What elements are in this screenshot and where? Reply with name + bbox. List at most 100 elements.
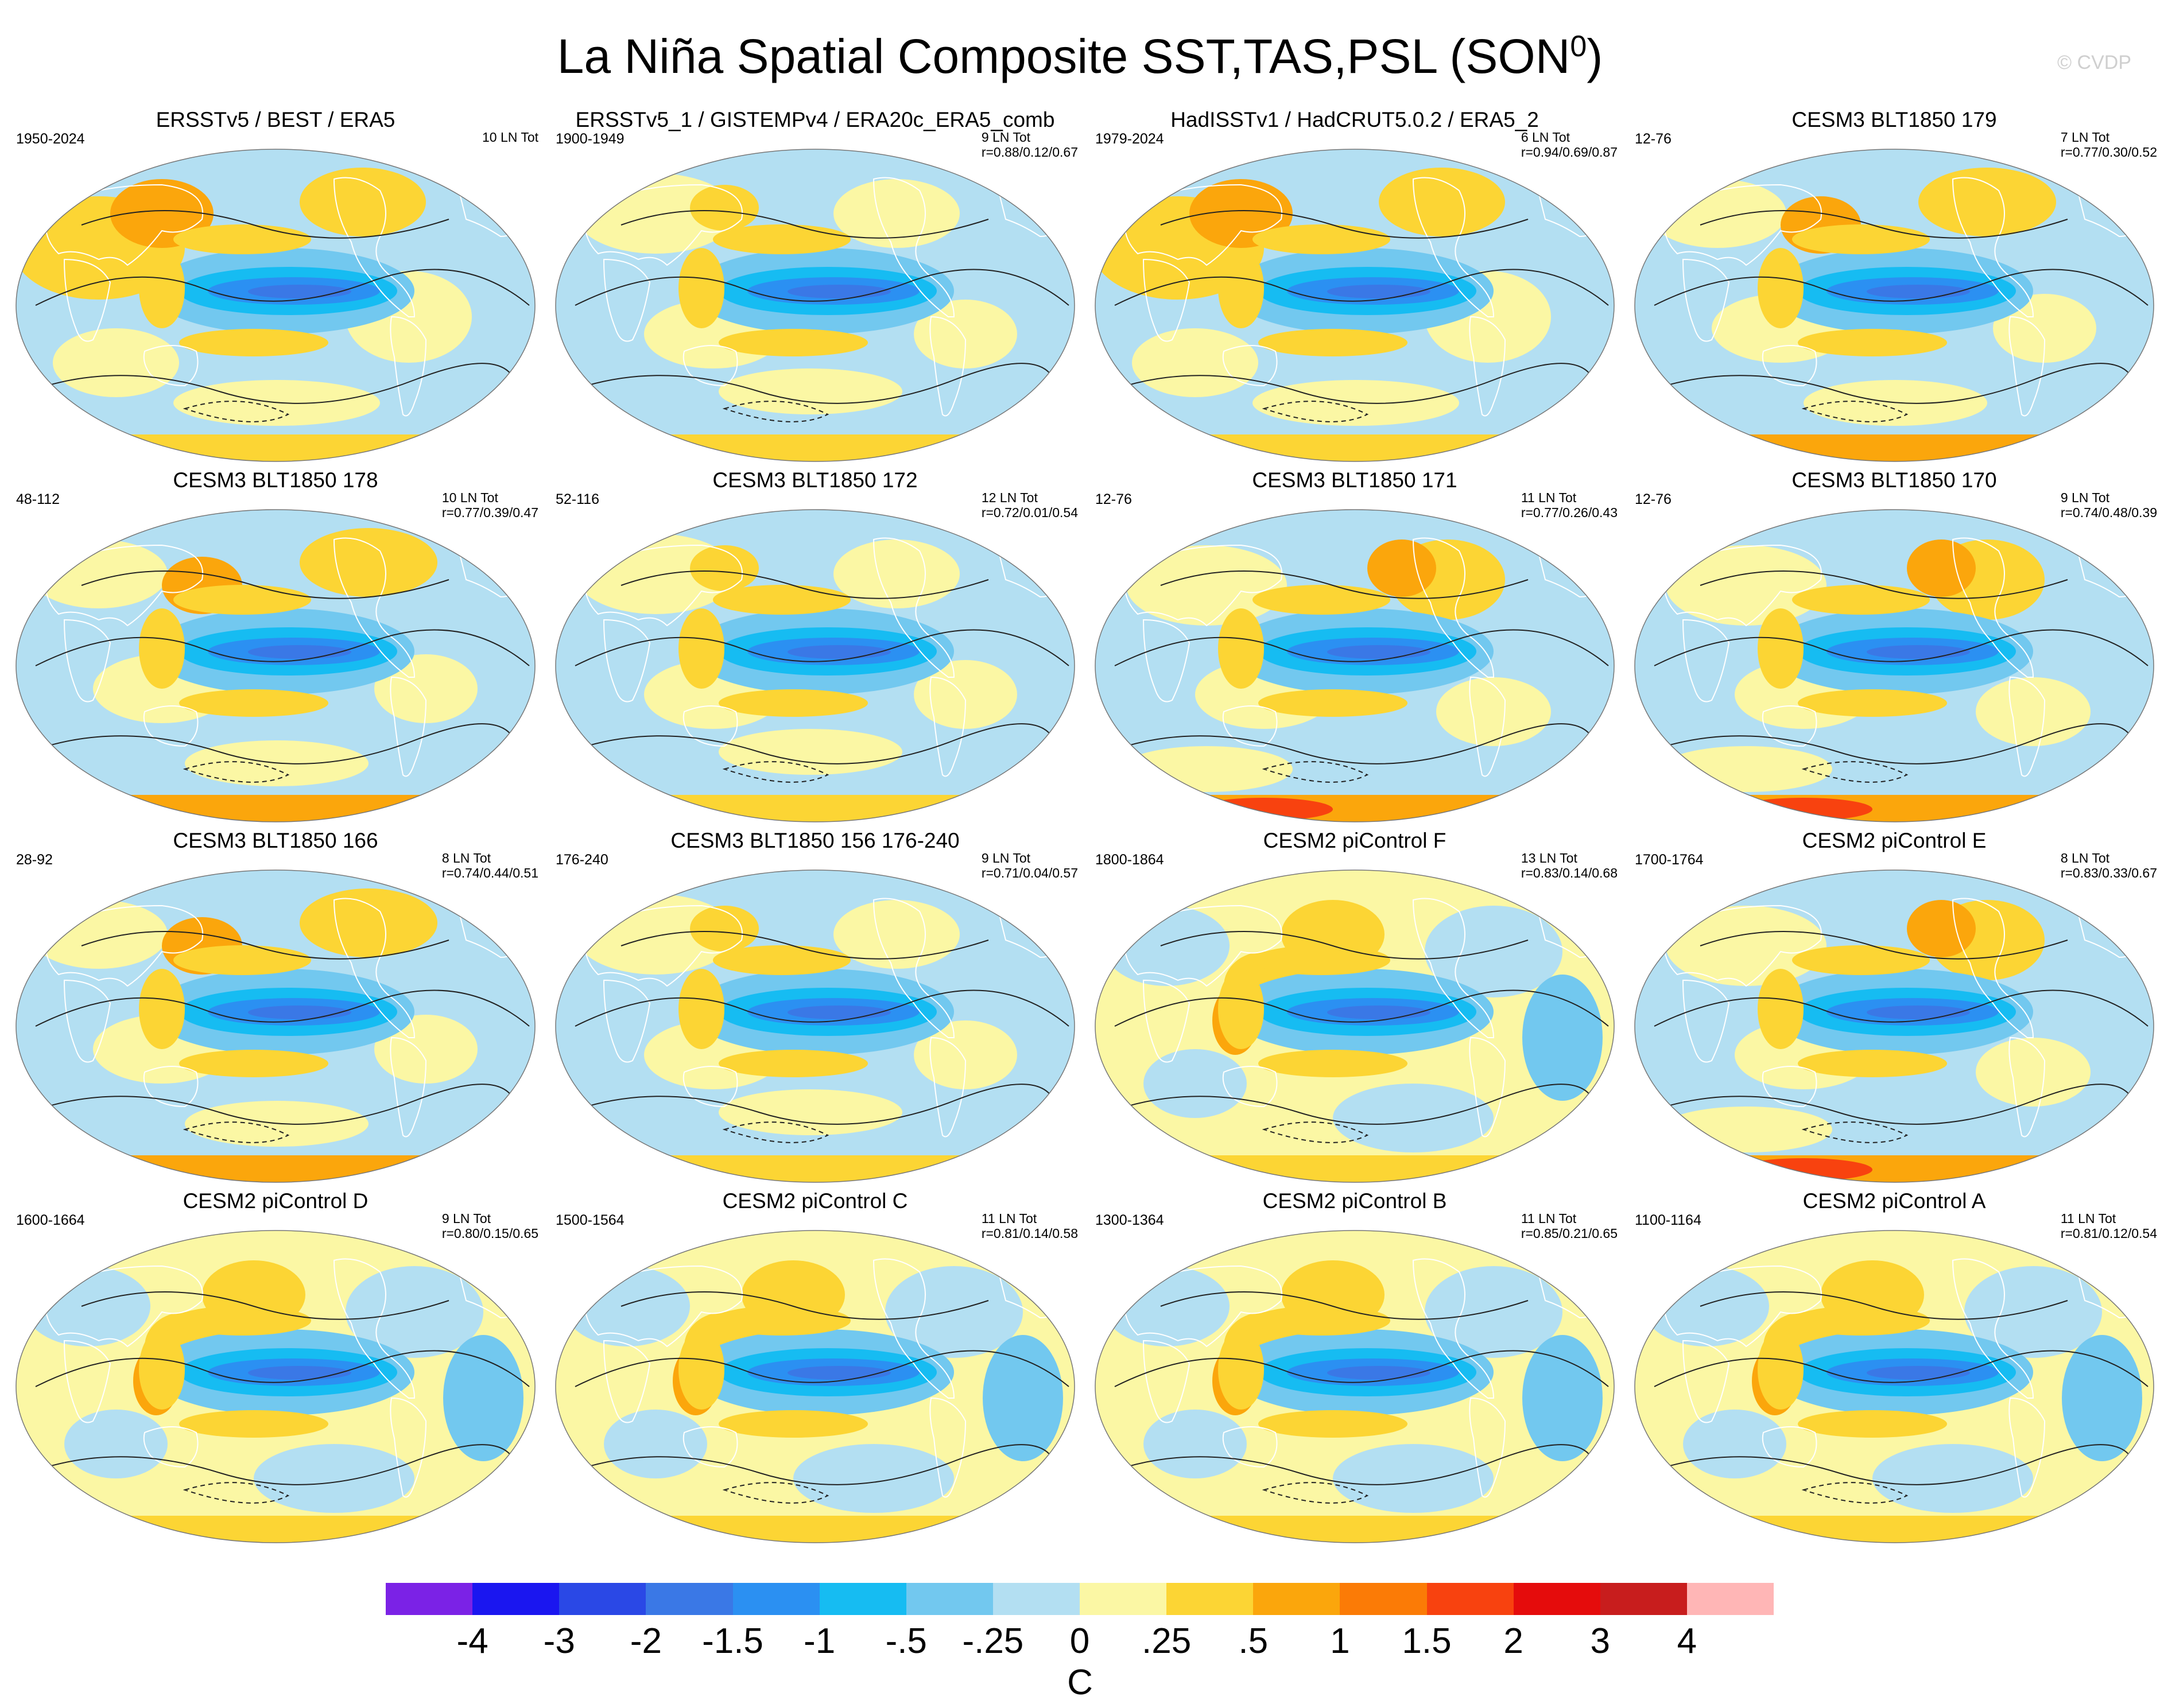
panel-event-count: 7 LN Tot	[2060, 130, 2110, 145]
panel-years: 1300-1364	[1095, 1212, 1164, 1228]
panel-stats: 9 LN Tot r=0.80/0.15/0.65	[442, 1211, 538, 1241]
panel-correlation: r=0.94/0.69/0.87	[1521, 145, 1618, 160]
map-field	[16, 1230, 535, 1543]
map-panel: CESM2 piControl E 1700-1764 8 LN Tot r=0.83…	[1624, 828, 2160, 1188]
map-area	[1092, 865, 1618, 1187]
color-bar-swatch	[1080, 1583, 1167, 1615]
panel-years: 52-116	[556, 491, 599, 507]
panel-title: CESM2 piControl A	[1802, 1189, 1986, 1213]
panel-title: ERSSTv5_1 / GISTEMPv4 / ERA20c_ERA5_comb	[575, 108, 1055, 131]
map-field	[16, 870, 535, 1182]
color-bar-swatch	[646, 1583, 733, 1615]
panel-years: 1950-2024	[16, 131, 85, 147]
panel-event-count: 10 LN Tot	[441, 490, 498, 505]
panel-stats: 11 LN Tot r=0.85/0.21/0.65	[1521, 1211, 1618, 1241]
map-area	[1092, 145, 1618, 466]
map-plot	[15, 1230, 536, 1543]
color-bar-tick-label: -4	[456, 1621, 488, 1661]
map-area	[1631, 505, 2157, 826]
map-area	[552, 1226, 1078, 1547]
panel-years: 12-76	[1635, 491, 1672, 507]
map-plot	[1095, 1230, 1615, 1543]
color-bar-swatch	[386, 1583, 473, 1615]
map-panel: CESM2 piControl B 1300-1364 11 LN Tot r=0.8…	[1085, 1188, 1624, 1548]
map-area	[1631, 1226, 2157, 1547]
panel-event-count: 12 LN Tot	[981, 490, 1038, 505]
panel-correlation: r=0.71/0.04/0.57	[981, 865, 1078, 880]
map-plot	[1634, 869, 2154, 1183]
color-bar-swatch	[819, 1583, 906, 1615]
panel-years: 1800-1864	[1095, 852, 1164, 868]
panel-correlation: r=0.77/0.39/0.47	[441, 505, 538, 520]
panel-years: 1600-1664	[16, 1212, 85, 1228]
panel-title: CESM2 piControl B	[1262, 1189, 1447, 1213]
panel-correlation: r=0.77/0.26/0.43	[1521, 505, 1618, 520]
panel-event-count: 11 LN Tot	[1521, 490, 1577, 505]
map-plot	[1634, 1230, 2154, 1543]
panel-title: CESM2 piControl D	[183, 1189, 369, 1213]
map-plot	[1095, 149, 1615, 462]
map-field	[556, 149, 1075, 461]
panel-title: CESM3 BLT1850 178	[173, 468, 378, 492]
map-field	[16, 149, 535, 461]
panel-event-count: 9 LN Tot	[2060, 490, 2110, 505]
color-bar-swatch	[1600, 1583, 1687, 1615]
map-field	[1095, 510, 1614, 822]
panel-correlation: r=0.81/0.12/0.54	[2060, 1226, 2157, 1241]
panel-correlation: r=0.80/0.15/0.65	[441, 1226, 538, 1241]
map-field	[16, 510, 535, 822]
panel-correlation: r=0.85/0.21/0.65	[1521, 1226, 1618, 1241]
map-area	[1631, 145, 2157, 466]
color-bar-tick-label: -3	[543, 1621, 575, 1661]
panel-title: ERSSTv5 / BEST / ERA5	[156, 108, 395, 131]
map-panel: CESM3 BLT1850 172 52-116 12 LN Tot r=0.72/0…	[545, 467, 1085, 828]
color-bar-units: C	[1067, 1663, 1093, 1702]
panel-years: 12-76	[1635, 131, 1672, 147]
panel-stats: 9 LN Tot r=0.71/0.04/0.57	[982, 851, 1078, 880]
panel-stats: 9 LN Tot r=0.88/0.12/0.67	[982, 130, 1078, 160]
color-bar	[386, 1583, 1774, 1615]
panel-stats: 12 LN Tot r=0.72/0.01/0.54	[982, 490, 1078, 520]
map-plot	[15, 869, 536, 1183]
color-bar-ticks: -4 -3 -2 -1.5 -1 -.5 -.25 0 .25 .5 1 1.5 2 3 4	[0, 1620, 2160, 1663]
map-field	[1095, 149, 1614, 461]
panel-stats: 10 LN Tot	[482, 130, 538, 145]
panel-title: CESM2 piControl C	[722, 1189, 908, 1213]
map-panel: CESM2 piControl C 1500-1564 11 LN Tot r=0.8…	[545, 1188, 1085, 1548]
panel-title: CESM3 BLT1850 172	[712, 468, 918, 492]
panel-correlation: r=0.83/0.14/0.68	[1521, 865, 1618, 880]
panel-event-count: 9 LN Tot	[981, 130, 1031, 145]
panel-years: 1500-1564	[556, 1212, 625, 1228]
panel-stats: 11 LN Tot r=0.77/0.26/0.43	[1521, 490, 1618, 520]
panel-event-count: 11 LN Tot	[981, 1211, 1037, 1226]
map-field	[1095, 1230, 1614, 1543]
map-plot	[1095, 869, 1615, 1183]
map-field	[1635, 149, 2154, 461]
panel-title: CESM3 BLT1850 179	[1791, 108, 1997, 131]
panel-grid: ERSSTv5 / BEST / ERA5 1950-2024 10 LN Tot E…	[15, 108, 2160, 1548]
figure-title-superscript: 0	[1570, 30, 1587, 63]
panel-event-count: 13 LN Tot	[1521, 851, 1577, 865]
color-bar-swatch	[1513, 1583, 1600, 1615]
panel-correlation: r=0.77/0.30/0.52	[2060, 145, 2157, 160]
panel-title: HadISSTv1 / HadCRUT5.0.2 / ERA5_2	[1170, 108, 1539, 131]
map-plot	[555, 509, 1075, 822]
panel-stats: 11 LN Tot r=0.81/0.12/0.54	[2061, 1211, 2157, 1241]
panel-event-count: 9 LN Tot	[981, 851, 1031, 865]
map-area	[1092, 505, 1618, 826]
map-field	[1635, 870, 2154, 1182]
color-bar-swatch	[472, 1583, 560, 1615]
panel-correlation: r=0.72/0.01/0.54	[981, 505, 1078, 520]
map-field	[1635, 1230, 2154, 1543]
panel-stats: 8 LN Tot r=0.74/0.44/0.51	[442, 851, 538, 880]
panel-years: 1700-1764	[1635, 852, 1704, 868]
map-field	[556, 1230, 1075, 1543]
map-plot	[15, 509, 536, 822]
color-bar-tick-label: .5	[1238, 1621, 1269, 1661]
figure-title: La Niña Spatial Composite SST,TAS,PSL (S…	[0, 15, 2160, 88]
panel-years: 48-112	[16, 491, 60, 507]
color-bar-swatch	[992, 1583, 1080, 1615]
panel-title: CESM3 BLT1850 171	[1252, 468, 1457, 492]
panel-title: CESM3 BLT1850 156 176-240	[670, 829, 960, 852]
panel-stats: 13 LN Tot r=0.83/0.14/0.68	[1521, 851, 1618, 880]
